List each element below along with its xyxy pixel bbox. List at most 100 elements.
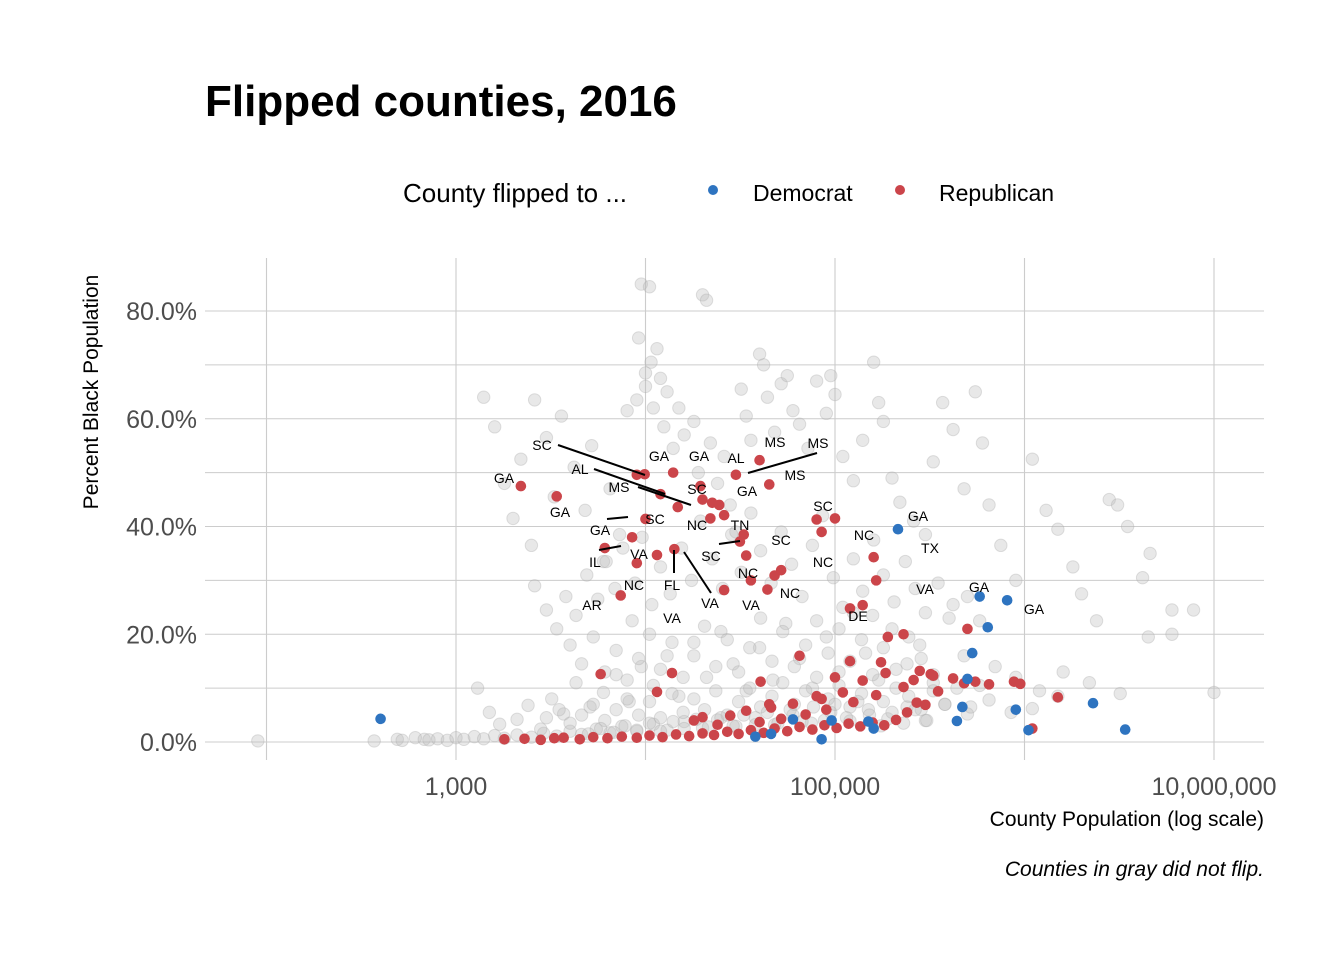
point-republican — [962, 623, 973, 635]
point-not-flipped — [1113, 686, 1127, 701]
x-tick-label: 1,000 — [425, 773, 488, 801]
x-axis-ticks: 1,000 100,000 10,000,000 — [425, 773, 1277, 801]
point-republican — [754, 716, 765, 728]
state-label: SC — [532, 437, 551, 453]
points-republican — [499, 454, 1064, 746]
point-not-flipped — [918, 606, 933, 620]
point-not-flipped — [482, 705, 497, 720]
point-not-flipped — [743, 641, 757, 655]
point-not-flipped — [417, 732, 431, 747]
point-not-flipped — [550, 622, 564, 636]
point-republican — [807, 724, 818, 735]
point-republican — [595, 668, 606, 680]
point-republican — [602, 732, 613, 744]
point-not-flipped — [691, 465, 706, 480]
point-republican — [821, 704, 832, 715]
point-not-flipped — [858, 646, 873, 660]
point-not-flipped — [591, 592, 605, 606]
point-not-flipped — [644, 355, 658, 369]
point-not-flipped — [871, 395, 886, 410]
point-republican — [855, 721, 866, 732]
point-not-flipped — [646, 401, 661, 415]
point-republican — [1052, 691, 1064, 703]
state-label: SC — [771, 532, 790, 548]
point-not-flipped — [506, 511, 520, 526]
point-not-flipped — [1074, 587, 1089, 601]
point-republican — [670, 729, 682, 740]
points-democrat — [375, 523, 1131, 745]
point-not-flipped — [821, 646, 835, 660]
point-not-flipped — [574, 708, 589, 722]
state-label: GA — [737, 483, 758, 499]
point-not-flipped — [620, 673, 634, 687]
point-not-flipped — [631, 708, 646, 722]
point-not-flipped — [440, 733, 455, 748]
point-not-flipped — [1110, 498, 1125, 512]
point-not-flipped — [1186, 603, 1201, 617]
point-not-flipped — [703, 436, 718, 450]
point-democrat — [966, 647, 978, 659]
point-not-flipped — [906, 514, 921, 528]
state-label: GA — [689, 448, 710, 464]
point-not-flipped — [596, 554, 611, 569]
point-not-flipped — [1009, 573, 1023, 588]
point-democrat — [765, 728, 777, 740]
point-republican — [829, 513, 841, 524]
point-republican — [740, 550, 752, 561]
state-label: GA — [649, 448, 670, 464]
point-republican — [718, 584, 730, 596]
point-not-flipped — [534, 722, 548, 736]
point-not-flipped — [832, 622, 846, 636]
point-not-flipped — [752, 641, 767, 655]
point-democrat — [974, 591, 985, 602]
point-republican — [651, 549, 663, 561]
point-not-flipped — [556, 707, 571, 721]
point-not-flipped — [476, 390, 491, 404]
point-republican — [657, 731, 668, 743]
point-not-flipped — [865, 608, 880, 623]
point-not-flipped — [918, 527, 933, 542]
point-not-flipped — [739, 409, 753, 423]
point-not-flipped — [1120, 519, 1135, 534]
point-not-flipped — [931, 576, 945, 590]
point-republican — [626, 531, 638, 543]
point-republican — [730, 469, 742, 481]
point-republican — [794, 650, 805, 662]
point-not-flipped — [744, 433, 758, 447]
point-not-flipped — [697, 619, 712, 633]
x-tick-label: 100,000 — [790, 773, 880, 801]
point-not-flipped — [846, 474, 861, 488]
state-label: SC — [645, 511, 664, 527]
point-not-flipped — [798, 684, 813, 698]
state-label: AL — [727, 450, 744, 466]
point-democrat — [1087, 697, 1099, 709]
point-not-flipped — [603, 482, 617, 496]
point-republican — [688, 715, 700, 726]
point-not-flipped — [609, 643, 623, 658]
point-republican — [640, 513, 651, 525]
point-republican — [857, 599, 868, 611]
point-not-flipped — [660, 649, 674, 663]
point-not-flipped — [612, 527, 627, 542]
point-not-flipped — [687, 692, 701, 706]
point-not-flipped — [876, 641, 891, 655]
point-democrat — [1119, 724, 1131, 735]
point-not-flipped — [1032, 684, 1047, 698]
label-leader-line — [557, 444, 646, 476]
point-republican — [898, 681, 909, 693]
point-not-flipped — [865, 667, 880, 682]
point-not-flipped — [1056, 665, 1070, 679]
point-not-flipped — [826, 570, 841, 585]
point-not-flipped — [527, 579, 542, 593]
y-tick-label: 60.0% — [126, 406, 197, 434]
point-republican — [651, 686, 663, 698]
point-not-flipped — [900, 657, 914, 671]
point-not-flipped — [739, 684, 753, 698]
point-republican — [781, 725, 793, 737]
point-not-flipped — [599, 554, 613, 569]
point-republican — [535, 734, 547, 746]
point-not-flipped — [809, 670, 824, 685]
point-not-flipped — [756, 358, 771, 372]
point-not-flipped — [251, 734, 265, 748]
